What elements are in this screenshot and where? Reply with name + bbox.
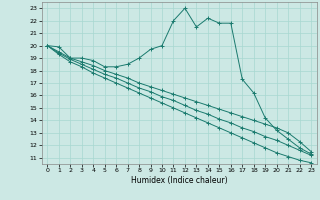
X-axis label: Humidex (Indice chaleur): Humidex (Indice chaleur)	[131, 176, 228, 185]
